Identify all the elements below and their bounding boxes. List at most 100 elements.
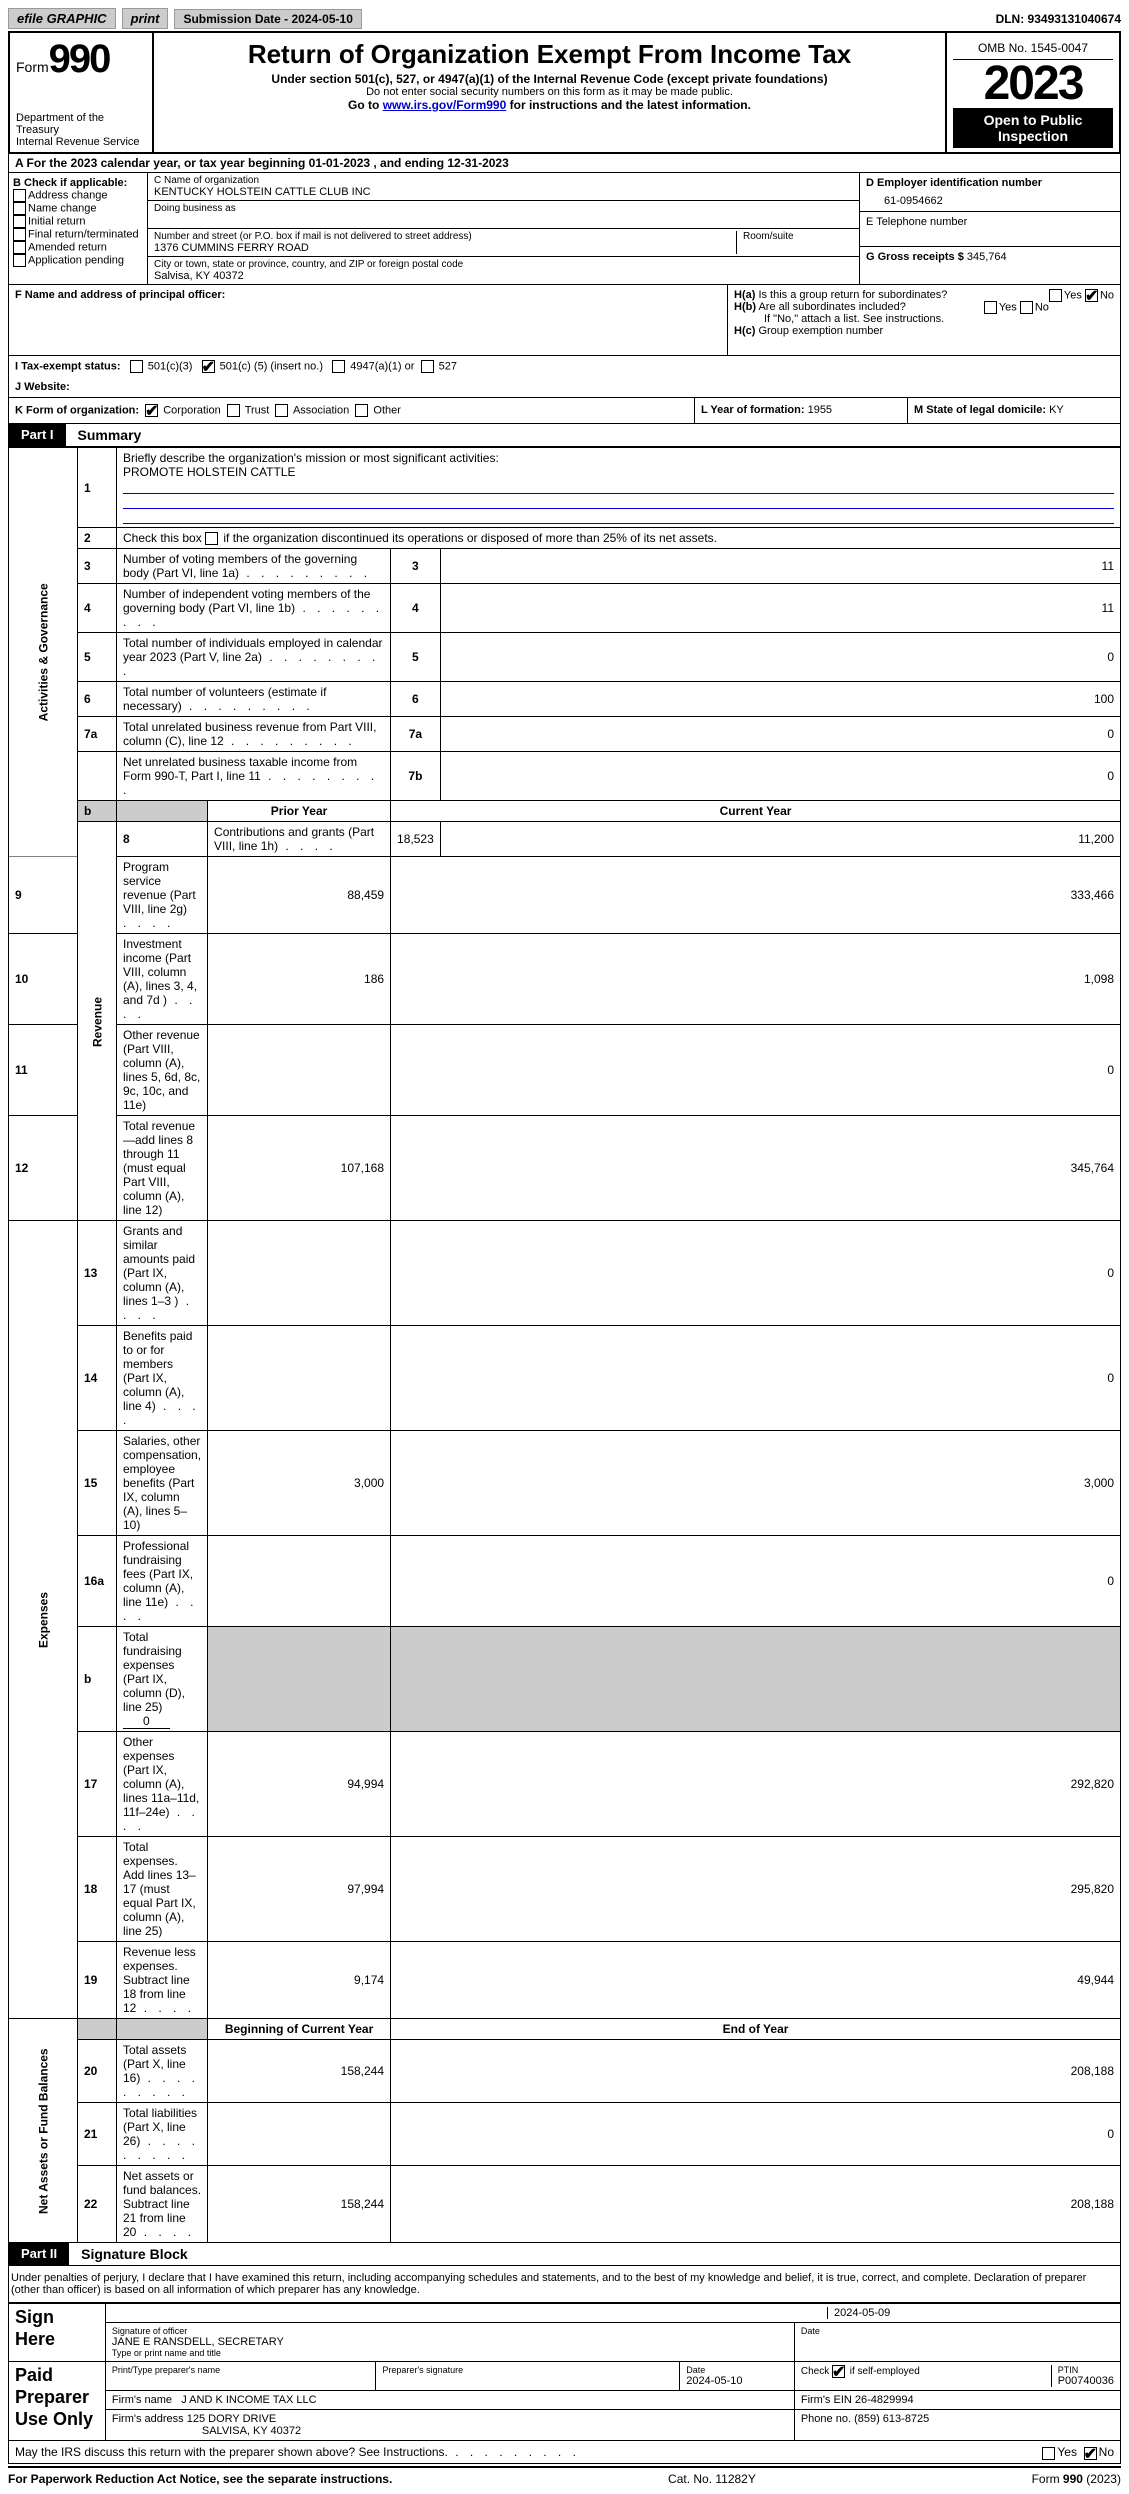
part1-tab: Part I bbox=[9, 424, 66, 446]
form-org-label: K Form of organization: bbox=[15, 404, 139, 416]
pp-date: 2024-05-10 bbox=[686, 2375, 742, 2387]
box-b-title: B Check if applicable: bbox=[13, 177, 143, 189]
chk-527[interactable] bbox=[421, 360, 434, 373]
row-a-period: A For the 2023 calendar year, or tax yea… bbox=[8, 154, 1121, 173]
lbl-no: No bbox=[1100, 289, 1114, 301]
org-name: KENTUCKY HOLSTEIN CATTLE CLUB INC bbox=[154, 186, 853, 198]
chk-initial-return[interactable] bbox=[13, 215, 26, 228]
lbl-association: Association bbox=[293, 404, 349, 416]
l4-text: Number of independent voting members of … bbox=[123, 587, 370, 615]
chk-association[interactable] bbox=[275, 404, 288, 417]
p8: 18,523 bbox=[391, 822, 441, 857]
dba-label: Doing business as bbox=[154, 203, 853, 214]
c9: 333,466 bbox=[391, 857, 1121, 934]
l17-text: Other expenses (Part IX, column (A), lin… bbox=[123, 1735, 199, 1819]
c13: 0 bbox=[391, 1221, 1121, 1326]
chk-app-pending[interactable] bbox=[13, 254, 26, 267]
sig-date-label: Date bbox=[801, 2326, 1114, 2336]
form-title: Return of Organization Exempt From Incom… bbox=[160, 39, 939, 70]
lbl-yes-2: Yes bbox=[999, 301, 1017, 313]
l8-text: Contributions and grants (Part VIII, lin… bbox=[214, 825, 374, 853]
page-footer: For Paperwork Reduction Act Notice, see … bbox=[8, 2466, 1121, 2486]
p21 bbox=[208, 2103, 391, 2166]
sig-officer-label: Signature of officer bbox=[112, 2326, 788, 2336]
footer-form-pre: Form bbox=[1032, 2472, 1063, 2486]
chk-501c[interactable] bbox=[202, 360, 215, 373]
l9-text: Program service revenue (Part VIII, line… bbox=[123, 860, 196, 916]
p9: 88,459 bbox=[208, 857, 391, 934]
part2-title: Signature Block bbox=[69, 2243, 200, 2265]
officer-name: JANE E RANSDELL, SECRETARY bbox=[112, 2336, 788, 2348]
form-number: 990 bbox=[49, 37, 110, 81]
p14 bbox=[208, 1326, 391, 1431]
lbl-yes: Yes bbox=[1064, 289, 1082, 301]
chk-discuss-no[interactable] bbox=[1084, 2447, 1097, 2460]
chk-501c3[interactable] bbox=[130, 360, 143, 373]
p10: 186 bbox=[208, 934, 391, 1025]
c11: 0 bbox=[391, 1025, 1121, 1116]
side-activities: Activities & Governance bbox=[9, 448, 78, 857]
discuss-text: May the IRS discuss this return with the… bbox=[15, 2445, 580, 2459]
c8: 11,200 bbox=[440, 822, 1120, 857]
side-netassets: Net Assets or Fund Balances bbox=[9, 2019, 78, 2243]
pp-sig-label: Preparer's signature bbox=[382, 2365, 673, 2375]
chk-discontinued[interactable] bbox=[205, 532, 218, 545]
firm-name: J AND K INCOME TAX LLC bbox=[181, 2394, 316, 2406]
print-button[interactable]: print bbox=[122, 8, 169, 29]
l20-text: Total assets (Part X, line 16) bbox=[123, 2043, 186, 2085]
v5: 0 bbox=[440, 633, 1120, 682]
l7a-text: Total unrelated business revenue from Pa… bbox=[123, 720, 376, 748]
l13-text: Grants and similar amounts paid (Part IX… bbox=[123, 1224, 195, 1308]
efile-button[interactable]: efile GRAPHIC bbox=[8, 8, 116, 29]
v6: 100 bbox=[440, 682, 1120, 717]
irs-link[interactable]: www.irs.gov/Form990 bbox=[383, 98, 507, 112]
street-label: Number and street (or P.O. box if mail i… bbox=[154, 231, 736, 242]
chk-discuss-yes[interactable] bbox=[1042, 2447, 1055, 2460]
v7b: 0 bbox=[440, 752, 1120, 801]
end-hdr: End of Year bbox=[391, 2019, 1121, 2040]
chk-4947[interactable] bbox=[332, 360, 345, 373]
hb-note: If "No," attach a list. See instructions… bbox=[734, 313, 1114, 325]
chk-amended-return[interactable] bbox=[13, 241, 26, 254]
v7a: 0 bbox=[440, 717, 1120, 752]
c17: 292,820 bbox=[391, 1732, 1121, 1837]
side-expenses: Expenses bbox=[9, 1221, 78, 2019]
ptin-label: PTIN bbox=[1058, 2365, 1114, 2375]
c15: 3,000 bbox=[391, 1431, 1121, 1536]
c16a: 0 bbox=[391, 1536, 1121, 1627]
part1-header: Part I Summary bbox=[8, 424, 1121, 447]
chk-ha-no[interactable] bbox=[1085, 289, 1098, 302]
l5-text: Total number of individuals employed in … bbox=[123, 636, 382, 664]
signature-table: Sign Here 2024-05-09 Signature of office… bbox=[8, 2303, 1121, 2441]
gross-receipts-value: 345,764 bbox=[967, 251, 1007, 263]
city-label: City or town, state or province, country… bbox=[154, 259, 853, 270]
chk-final-return[interactable] bbox=[13, 228, 26, 241]
chk-self-employed[interactable] bbox=[832, 2365, 845, 2378]
chk-address-change[interactable] bbox=[13, 189, 26, 202]
chk-hb-no[interactable] bbox=[1020, 301, 1033, 314]
chk-name-change[interactable] bbox=[13, 202, 26, 215]
chk-hb-yes[interactable] bbox=[984, 301, 997, 314]
form-label: Form bbox=[16, 59, 49, 75]
footer-form-no: 990 bbox=[1063, 2472, 1083, 2486]
chk-trust[interactable] bbox=[227, 404, 240, 417]
chk-other[interactable] bbox=[355, 404, 368, 417]
p22: 158,244 bbox=[208, 2166, 391, 2243]
subtitle-2: Do not enter social security numbers on … bbox=[160, 86, 939, 98]
l12-text: Total revenue—add lines 8 through 11 (mu… bbox=[123, 1119, 195, 1217]
firm-ein: 26-4829994 bbox=[855, 2394, 914, 2406]
lbl-initial-return: Initial return bbox=[28, 215, 85, 227]
chk-corporation[interactable] bbox=[145, 404, 158, 417]
domicile: KY bbox=[1049, 404, 1064, 416]
lbl-527: 527 bbox=[439, 360, 457, 372]
summary-table: Activities & Governance 1 Briefly descri… bbox=[8, 447, 1121, 2243]
dept-irs: Internal Revenue Service bbox=[16, 136, 146, 148]
principal-officer-label: F Name and address of principal officer: bbox=[15, 289, 225, 301]
lbl-other: Other bbox=[373, 404, 401, 416]
street-value: 1376 CUMMINS FERRY ROAD bbox=[154, 242, 736, 254]
lbl-discuss-yes: Yes bbox=[1057, 2445, 1077, 2459]
chk-ha-yes[interactable] bbox=[1049, 289, 1062, 302]
p15: 3,000 bbox=[208, 1431, 391, 1536]
lbl-4947: 4947(a)(1) or bbox=[350, 360, 414, 372]
lbl-app-pending: Application pending bbox=[28, 254, 124, 266]
